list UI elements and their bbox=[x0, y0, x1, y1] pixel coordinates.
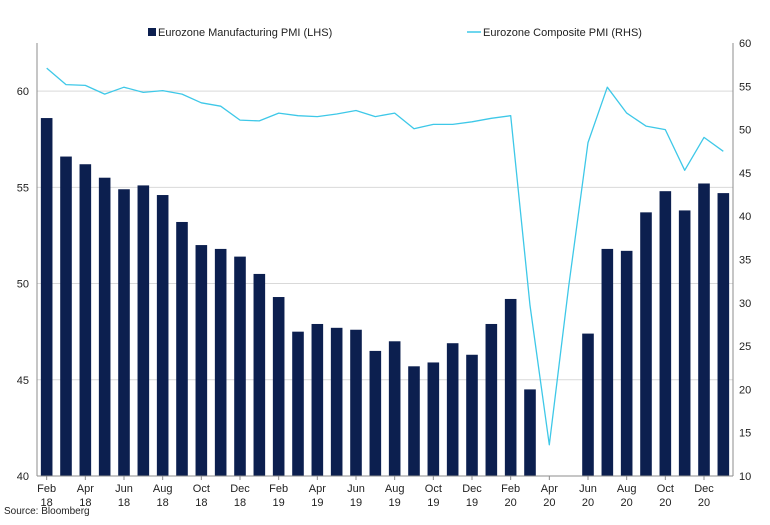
bar bbox=[292, 331, 304, 476]
bar bbox=[118, 189, 130, 476]
x-axis-tick-year: 20 bbox=[543, 497, 555, 509]
x-axis-tick-year: 19 bbox=[273, 497, 285, 509]
bar-series bbox=[40, 118, 730, 477]
left-axis-tick-label: 40 bbox=[17, 471, 29, 483]
x-axis-tick-year: 18 bbox=[41, 497, 53, 509]
x-axis-tick-year: 18 bbox=[234, 497, 246, 509]
bar bbox=[176, 221, 188, 476]
x-axis-tick-month: Dec bbox=[694, 483, 714, 495]
bar bbox=[408, 366, 420, 476]
legend-bar-label: Eurozone Manufacturing PMI (LHS) bbox=[158, 27, 332, 39]
x-axis-tick-year: 18 bbox=[118, 497, 130, 509]
right-axis-tick-label: 20 bbox=[739, 384, 751, 396]
x-axis-tick-month: Apr bbox=[541, 483, 558, 495]
bar bbox=[620, 250, 633, 476]
right-axis-tick-label: 45 bbox=[739, 168, 751, 180]
x-axis-tick-year: 20 bbox=[659, 497, 671, 509]
bar bbox=[253, 273, 266, 476]
bar bbox=[60, 156, 72, 476]
bar bbox=[195, 245, 208, 476]
right-axis-tick-label: 50 bbox=[739, 125, 751, 137]
bar bbox=[427, 362, 440, 476]
bar bbox=[40, 118, 53, 476]
right-axis-tick-label: 10 bbox=[739, 471, 751, 483]
bar bbox=[524, 389, 536, 476]
x-axis-tick-year: 18 bbox=[79, 497, 91, 509]
bar bbox=[369, 350, 382, 476]
x-axis-tick-month: Feb bbox=[501, 483, 520, 495]
x-axis-tick-year: 20 bbox=[621, 497, 633, 509]
x-axis-tick-month: Jun bbox=[115, 483, 133, 495]
x-axis-tick-month: Feb bbox=[269, 483, 288, 495]
left-axis-tick-label: 60 bbox=[17, 86, 29, 98]
x-axis-tick-year: 18 bbox=[195, 497, 207, 509]
composite-pmi-line bbox=[46, 67, 724, 446]
bar bbox=[601, 248, 614, 476]
bar bbox=[98, 177, 111, 476]
x-axis-tick-year: 19 bbox=[350, 497, 362, 509]
x-axis-tick-month: Apr bbox=[77, 483, 94, 495]
legend-bar-swatch bbox=[148, 28, 156, 36]
bar bbox=[717, 193, 730, 476]
left-axis-tick-label: 55 bbox=[17, 182, 29, 194]
x-axis-tick-month: Dec bbox=[462, 483, 482, 495]
x-axis-tick-month: Apr bbox=[309, 483, 326, 495]
bar bbox=[272, 297, 285, 476]
bar bbox=[234, 256, 246, 476]
bar bbox=[156, 195, 169, 476]
line-series bbox=[46, 67, 724, 446]
bar bbox=[214, 248, 227, 476]
bar bbox=[698, 183, 710, 477]
left-axis-tick-label: 50 bbox=[17, 279, 29, 291]
bar bbox=[330, 327, 343, 476]
x-axis-tick-month: Aug bbox=[617, 483, 637, 495]
legend: Eurozone Manufacturing PMI (LHS) Eurozon… bbox=[148, 27, 642, 39]
x-axis-tick-month: Jun bbox=[579, 483, 597, 495]
bar bbox=[659, 191, 672, 476]
bar bbox=[79, 164, 92, 477]
x-axis-tick-year: 20 bbox=[698, 497, 710, 509]
bar bbox=[388, 341, 401, 476]
x-axis-tick-year: 19 bbox=[311, 497, 323, 509]
bar bbox=[678, 210, 691, 476]
right-axis-tick-label: 35 bbox=[739, 255, 751, 267]
bar bbox=[640, 212, 652, 476]
right-axis-tick-label: 60 bbox=[739, 38, 751, 50]
right-axis-tick-label: 40 bbox=[739, 211, 751, 223]
bar bbox=[504, 298, 517, 476]
x-axis-tick-month: Oct bbox=[193, 483, 210, 495]
bar bbox=[446, 343, 459, 476]
bar bbox=[311, 323, 324, 476]
x-axis-tick-month: Aug bbox=[385, 483, 405, 495]
bar bbox=[466, 354, 478, 476]
x-axis-tick-month: Oct bbox=[657, 483, 674, 495]
x-axis-tick-year: 19 bbox=[427, 497, 439, 509]
x-axis-tick-month: Feb bbox=[37, 483, 56, 495]
right-axis-tick-label: 30 bbox=[739, 298, 751, 310]
x-axis-tick-month: Oct bbox=[425, 483, 442, 495]
x-axis-tick-month: Dec bbox=[230, 483, 250, 495]
bar bbox=[137, 185, 150, 477]
right-axis-tick-label: 55 bbox=[739, 81, 751, 93]
axes: 40 45 50 55 60 10 15 20 25 30 35 40 45 50 55 60 Feb 18 Apr… bbox=[17, 38, 752, 509]
right-axis-tick-label: 15 bbox=[739, 428, 751, 440]
x-axis-tick-year: 18 bbox=[157, 497, 169, 509]
bar bbox=[350, 329, 362, 476]
x-axis-tick-year: 19 bbox=[389, 497, 401, 509]
x-axis-tick-month: Aug bbox=[153, 483, 173, 495]
x-axis-tick-year: 20 bbox=[505, 497, 517, 509]
x-axis-tick-year: 20 bbox=[582, 497, 594, 509]
source-note: Source: Bloomberg bbox=[4, 506, 90, 517]
bar bbox=[582, 333, 594, 476]
legend-line-label: Eurozone Composite PMI (RHS) bbox=[483, 27, 642, 39]
x-axis-tick-year: 19 bbox=[466, 497, 478, 509]
bar bbox=[485, 323, 498, 476]
right-axis-tick-label: 25 bbox=[739, 341, 751, 353]
x-axis-tick-month: Jun bbox=[347, 483, 365, 495]
left-axis-tick-label: 45 bbox=[17, 375, 29, 387]
